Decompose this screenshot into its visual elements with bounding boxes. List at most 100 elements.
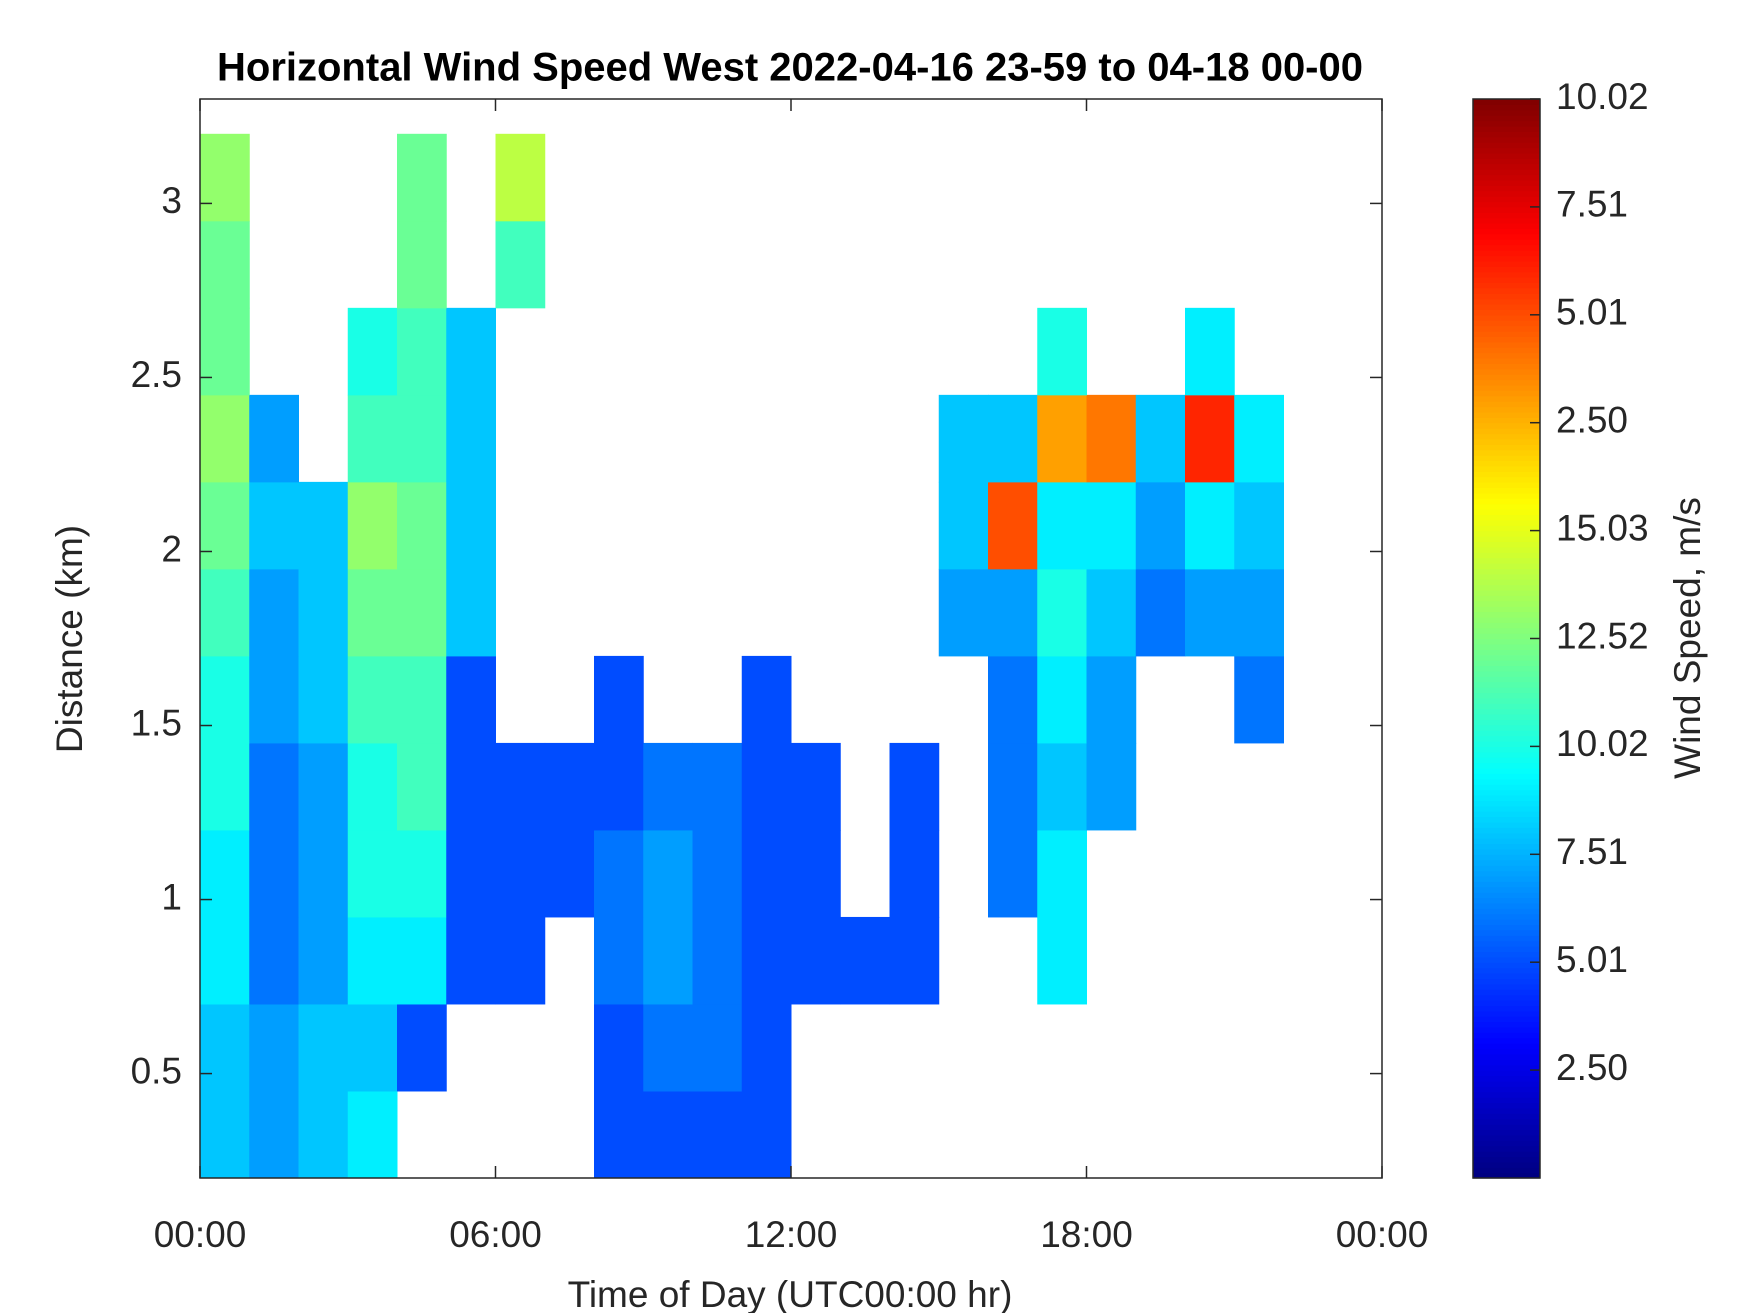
colorbar-band [1473,1097,1540,1104]
colorbar-band [1473,708,1540,715]
colorbar-band [1473,935,1540,942]
heat-cell [594,916,644,1005]
heat-cell [495,133,546,222]
colorbar-band [1473,638,1540,645]
heat-cell [988,742,1038,831]
colorbar-band [1473,390,1540,397]
heat-cell [594,829,644,918]
heat-cell [347,742,398,831]
heat-cell [692,1003,743,1092]
heat-cell [1086,481,1137,570]
colorbar-band [1473,848,1540,855]
colorbar-band [1473,908,1540,915]
colorbar-band [1473,692,1540,699]
colorbar-band [1473,1107,1540,1114]
colorbar-band [1473,913,1540,920]
colorbar-band [1473,1048,1540,1055]
heat-cell [1037,655,1087,744]
colorbar-band [1473,660,1540,667]
colorbar-band [1473,589,1540,596]
colorbar-band [1473,1124,1540,1131]
colorbar-tick-label: 5.01 [1556,939,1628,980]
heat-cell [938,568,989,657]
colorbar-band [1473,104,1540,111]
heat-cell [397,133,447,222]
heat-cell [544,742,595,831]
colorbar-tick-label: 7.51 [1556,184,1628,225]
colorbar-band [1473,152,1540,159]
colorbar-band [1473,838,1540,845]
colorbar-band [1473,902,1540,909]
colorbar-band [1473,870,1540,877]
heat-cell [741,742,792,831]
colorbar-band [1473,465,1540,472]
heat-cell [249,481,299,570]
colorbar-band [1473,406,1540,413]
heat-cell [889,829,940,918]
y-tick-label: 1 [161,876,182,917]
heat-cell [495,742,546,831]
colorbar-band [1473,579,1540,586]
colorbar-band [1473,330,1540,337]
heat-cell [594,655,644,744]
colorbar-band [1473,1016,1540,1023]
heat-cell [347,655,398,744]
heat-cell [446,916,496,1005]
heat-cell [249,655,299,744]
x-tick-label: 00:00 [1336,1214,1429,1255]
heat-cell [1185,307,1235,396]
colorbar-band [1473,600,1540,607]
colorbar-band [1473,606,1540,613]
heat-cell [1135,481,1186,570]
colorbar-band [1473,433,1540,440]
colorbar-band [1473,762,1540,769]
heat-cell [249,742,299,831]
colorbar-band [1473,228,1540,235]
colorbar-band [1473,487,1540,494]
colorbar-band [1473,778,1540,785]
heat-cell [1185,568,1235,657]
colorbar-band [1473,1026,1540,1033]
colorbar-band [1473,131,1540,138]
heat-cell [397,394,447,483]
colorbar-band [1473,627,1540,634]
colorbar-band [1473,120,1540,127]
y-tick-label: 2.5 [131,354,182,395]
colorbar-band [1473,163,1540,170]
colorbar-band [1473,298,1540,305]
colorbar-band [1473,1037,1540,1044]
y-tick-label: 1.5 [131,702,182,743]
heat-cell [889,742,940,831]
heat-cell [741,655,792,744]
heat-cell [544,829,595,918]
colorbar-band [1473,859,1540,866]
colorbar-band [1473,1151,1540,1158]
heat-cell [791,742,841,831]
colorbar-band [1473,255,1540,262]
colorbar-tick-label: 10.02 [1556,76,1649,117]
heat-cell [249,829,299,918]
colorbar-band [1473,1161,1540,1168]
colorbar-band [1473,525,1540,532]
heat-cell [1185,481,1235,570]
colorbar-band [1473,196,1540,203]
heat-cell [741,1003,792,1092]
colorbar-band [1473,185,1540,192]
colorbar-band [1473,962,1540,969]
heat-cell [643,1090,693,1179]
y-axis-label: Distance (km) [49,525,90,753]
colorbar-band [1473,881,1540,888]
colorbar-band [1473,498,1540,505]
heat-cell [692,1090,743,1179]
colorbar-tick-label: 7.51 [1556,831,1628,872]
colorbar-band [1473,1113,1540,1120]
colorbar-band [1473,147,1540,154]
colorbar-band [1473,773,1540,780]
heat-cell [1135,394,1186,483]
colorbar-band [1473,1167,1540,1174]
heat-cell [1234,394,1284,483]
heat-cell [347,307,398,396]
colorbar-band [1473,676,1540,683]
heat-cell [298,829,349,918]
colorbar-band [1473,1032,1540,1039]
